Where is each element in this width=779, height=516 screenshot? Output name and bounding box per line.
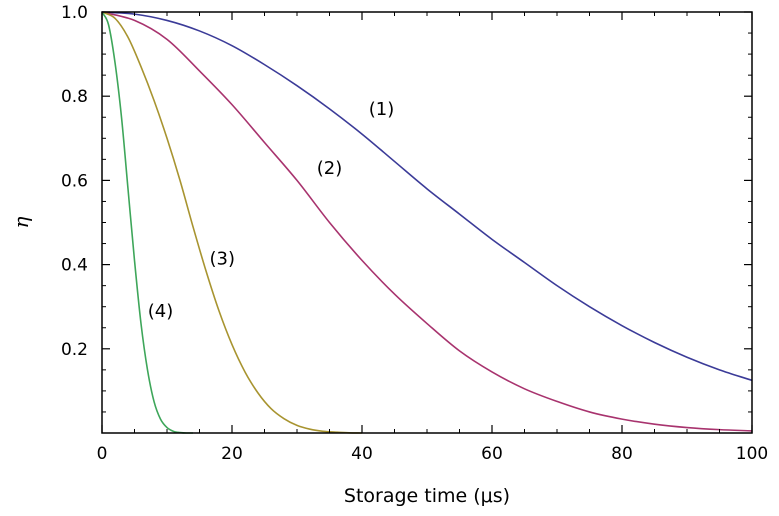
x-tick-label: 0 bbox=[97, 444, 108, 464]
axis-ticks bbox=[101, 11, 753, 433]
y-tick-label: 1.0 bbox=[61, 3, 88, 23]
y-tick-label: 0.8 bbox=[61, 87, 88, 107]
curve-label-2: (2) bbox=[317, 158, 343, 179]
series-curves bbox=[101, 11, 753, 434]
axis-tick-labels: 0 20 40 60 80 100 0.2 0.4 0.6 0.8 1.0 bbox=[61, 3, 768, 464]
y-axis-title: η bbox=[9, 216, 33, 228]
y-tick-label: 0.6 bbox=[61, 171, 88, 191]
series-line-3 bbox=[101, 11, 363, 434]
series-line-2 bbox=[101, 11, 753, 432]
plot-frame bbox=[101, 11, 753, 434]
x-tick-label: 20 bbox=[221, 444, 243, 464]
curve-label-3: (3) bbox=[210, 249, 236, 270]
x-axis-title: Storage time (μs) bbox=[344, 485, 510, 507]
series-line-4 bbox=[101, 11, 193, 434]
x-tick-label: 60 bbox=[481, 444, 503, 464]
y-tick-label: 0.4 bbox=[61, 256, 88, 276]
curve-label-4: (4) bbox=[148, 301, 174, 322]
x-tick-label: 100 bbox=[736, 444, 768, 464]
y-tick-label: 0.2 bbox=[61, 340, 88, 360]
curve-label-1: (1) bbox=[369, 99, 395, 120]
x-tick-label: 80 bbox=[611, 444, 633, 464]
series-line-1 bbox=[101, 11, 753, 382]
x-tick-label: 40 bbox=[351, 444, 373, 464]
curve-annotations: (1) (2) (3) (4) bbox=[148, 99, 395, 322]
